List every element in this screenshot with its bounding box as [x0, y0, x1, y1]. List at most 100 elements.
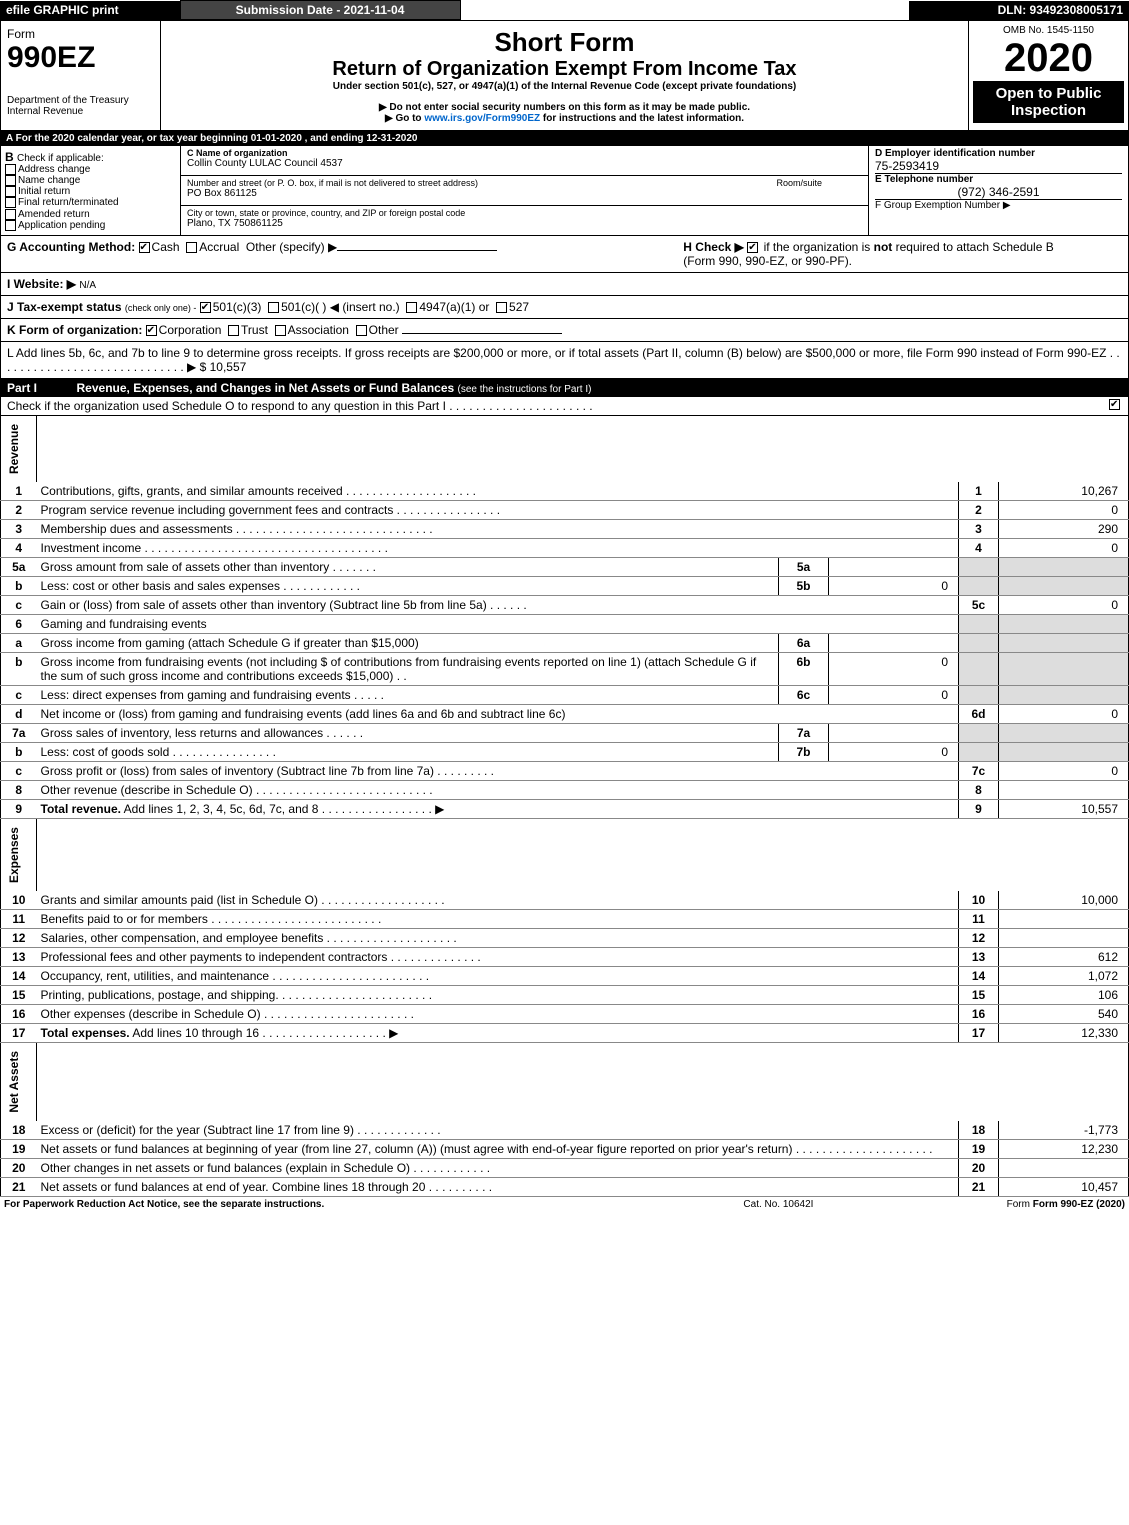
line-amount: 290 — [999, 519, 1129, 538]
line-text: Net assets or fund balances at beginning… — [37, 1139, 959, 1158]
application-pending-checkbox[interactable] — [5, 220, 16, 231]
pra-notice: For Paperwork Reduction Act Notice, see … — [0, 1197, 696, 1212]
line-key: 9 — [959, 799, 999, 818]
line-key: 21 — [959, 1177, 999, 1196]
line-amount: 540 — [999, 1004, 1129, 1023]
4947a1-checkbox[interactable] — [406, 302, 417, 313]
line-1: 1Contributions, gifts, grants, and simil… — [1, 482, 1129, 501]
line-text: Program service revenue including govern… — [37, 500, 959, 519]
line-key: 20 — [959, 1158, 999, 1177]
line-3: 3Membership dues and assessments . . . .… — [1, 519, 1129, 538]
entity-block: B Check if applicable: Address change Na… — [0, 146, 1129, 236]
501c3-checkbox[interactable] — [200, 302, 211, 313]
line-text: Investment income . . . . . . . . . . . … — [37, 538, 959, 557]
line-amount — [999, 652, 1129, 685]
schedule-o-checkbox[interactable] — [1109, 399, 1120, 410]
line-text: Benefits paid to or for members . . . . … — [37, 909, 959, 928]
line-key: 12 — [959, 928, 999, 947]
line-18: 18Excess or (deficit) for the year (Subt… — [1, 1121, 1129, 1140]
amended-return-checkbox[interactable] — [5, 209, 16, 220]
street-value: PO Box 861125 — [187, 188, 862, 199]
line-key: 19 — [959, 1139, 999, 1158]
part-i-header: Part I Revenue, Expenses, and Changes in… — [0, 379, 1129, 416]
line-amount — [999, 685, 1129, 704]
line-amount: 0 — [999, 538, 1129, 557]
name-change-checkbox[interactable] — [5, 175, 16, 186]
line-16: 16Other expenses (describe in Schedule O… — [1, 1004, 1129, 1023]
line-amount: 106 — [999, 985, 1129, 1004]
527-checkbox[interactable] — [496, 302, 507, 313]
phone-value: (972) 346-2591 — [875, 185, 1122, 199]
line-7a: 7aGross sales of inventory, less returns… — [1, 723, 1129, 742]
sub-key: 6b — [779, 652, 829, 685]
line-text: Other changes in net assets or fund bala… — [37, 1158, 959, 1177]
address-change-checkbox[interactable] — [5, 164, 16, 175]
form-number: 990EZ — [7, 41, 154, 75]
line-amount: 0 — [999, 595, 1129, 614]
initial-return-checkbox[interactable] — [5, 186, 16, 197]
line-21: 21Net assets or fund balances at end of … — [1, 1177, 1129, 1196]
line-12: 12Salaries, other compensation, and empl… — [1, 928, 1129, 947]
sub-key: 5a — [779, 557, 829, 576]
line-amount — [999, 557, 1129, 576]
line-text: Membership dues and assessments . . . . … — [37, 519, 959, 538]
line-c: cGross profit or (loss) from sales of in… — [1, 761, 1129, 780]
line-text: Less: direct expenses from gaming and fu… — [37, 685, 779, 704]
line-a-period: A For the 2020 calendar year, or tax yea… — [0, 131, 1129, 146]
net-assets-section-label: Net Assets — [5, 1045, 23, 1119]
trust-checkbox[interactable] — [228, 325, 239, 336]
line-number: d — [1, 704, 37, 723]
line-text: Excess or (deficit) for the year (Subtra… — [37, 1121, 959, 1140]
other-checkbox[interactable] — [356, 325, 367, 336]
line-amount: 10,557 — [999, 799, 1129, 818]
line-text: Gaming and fundraising events — [37, 614, 959, 633]
line-2: 2Program service revenue including gover… — [1, 500, 1129, 519]
final-return-checkbox[interactable] — [5, 197, 16, 208]
irs-link[interactable]: www.irs.gov/Form990EZ — [424, 113, 540, 124]
line-d: dNet income or (loss) from gaming and fu… — [1, 704, 1129, 723]
line-text: Contributions, gifts, grants, and simila… — [37, 482, 959, 501]
page-footer: For Paperwork Reduction Act Notice, see … — [0, 1197, 1129, 1212]
line-key: 7c — [959, 761, 999, 780]
under-section: Under section 501(c), 527, or 4947(a)(1)… — [167, 81, 962, 92]
sub-amount — [829, 723, 959, 742]
line-number: 4 — [1, 538, 37, 557]
line-b: bLess: cost or other basis and sales exp… — [1, 576, 1129, 595]
sub-key: 7b — [779, 742, 829, 761]
line-amount: 0 — [999, 500, 1129, 519]
tax-year: 2020 — [973, 36, 1124, 81]
part-i-check-o: Check if the organization used Schedule … — [7, 399, 593, 413]
lines-g-h: G Accounting Method: Cash Accrual Other … — [0, 236, 1129, 319]
form-word: Form — [7, 27, 154, 41]
sub-amount: 0 — [829, 742, 959, 761]
submission-date-button[interactable]: Submission Date - 2021-11-04 — [180, 1, 460, 20]
corporation-checkbox[interactable] — [146, 325, 157, 336]
line-number: 8 — [1, 780, 37, 799]
line-amount: 1,072 — [999, 966, 1129, 985]
accrual-checkbox[interactable] — [186, 242, 197, 253]
501c-checkbox[interactable] — [268, 302, 279, 313]
sub-amount — [829, 557, 959, 576]
line-key: 16 — [959, 1004, 999, 1023]
line-key — [959, 652, 999, 685]
association-checkbox[interactable] — [275, 325, 286, 336]
omb-number: OMB No. 1545-1150 — [973, 25, 1124, 36]
line-amount — [999, 928, 1129, 947]
return-subtitle: Return of Organization Exempt From Incom… — [167, 58, 962, 81]
line-key: 18 — [959, 1121, 999, 1140]
line-number: 11 — [1, 909, 37, 928]
line-amount: 10,267 — [999, 482, 1129, 501]
line-6: 6Gaming and fundraising events — [1, 614, 1129, 633]
line-number: c — [1, 761, 37, 780]
form-footer: Form Form 990-EZ (2020) — [861, 1197, 1129, 1212]
website-value: N/A — [79, 280, 96, 291]
ssn-warning: ▶ Do not enter social security numbers o… — [167, 102, 962, 113]
line-text: Printing, publications, postage, and shi… — [37, 985, 959, 1004]
line-text: Grants and similar amounts paid (list in… — [37, 891, 959, 910]
line-amount — [999, 780, 1129, 799]
schedule-b-not-required-checkbox[interactable] — [747, 242, 758, 253]
cash-checkbox[interactable] — [139, 242, 150, 253]
line-number: 15 — [1, 985, 37, 1004]
line-key: 13 — [959, 947, 999, 966]
line-amount — [999, 909, 1129, 928]
